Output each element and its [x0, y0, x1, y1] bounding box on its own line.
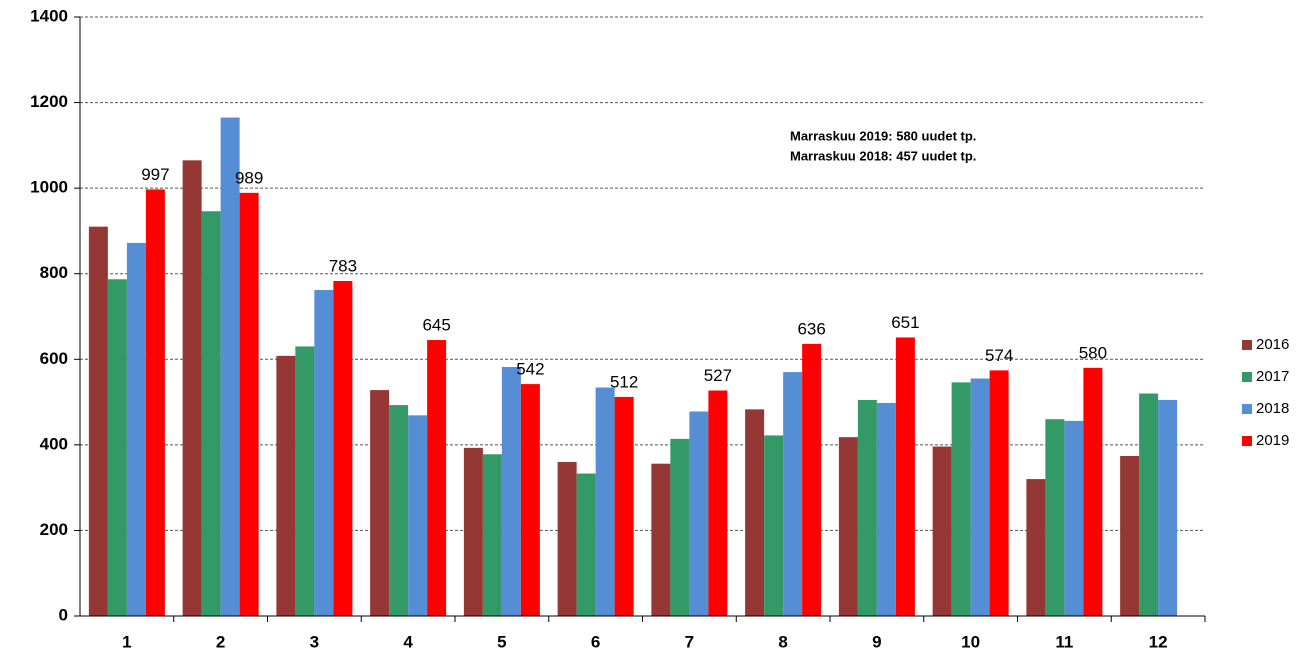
- legend-label: 2018: [1256, 400, 1289, 417]
- legend-swatch: [1242, 372, 1252, 382]
- legend-label: 2017: [1256, 368, 1289, 385]
- bar: [708, 390, 728, 616]
- bar: [520, 384, 540, 616]
- y-tick-label: 800: [40, 263, 68, 282]
- bar: [482, 454, 502, 616]
- bar: [951, 382, 971, 616]
- x-tick-label: 9: [872, 632, 881, 651]
- y-tick-label: 1400: [30, 6, 68, 25]
- x-tick-label: 10: [961, 632, 980, 651]
- bar: [595, 387, 615, 616]
- bar: [745, 409, 765, 616]
- bar: [201, 211, 221, 617]
- bar: [614, 396, 634, 616]
- legend-swatch: [1242, 404, 1252, 414]
- bar: [370, 390, 390, 616]
- value-label: 542: [516, 360, 544, 379]
- value-label: 580: [1079, 343, 1107, 362]
- bar: [1120, 455, 1140, 616]
- bar: [295, 346, 315, 616]
- x-tick-label: 2: [216, 632, 225, 651]
- bar: [876, 402, 896, 616]
- bar: [107, 279, 127, 616]
- bar: [501, 366, 521, 616]
- x-tick-label: 8: [778, 632, 787, 651]
- y-tick-label: 0: [59, 605, 68, 624]
- x-tick-label: 5: [497, 632, 506, 651]
- bar: [88, 226, 108, 616]
- bar: [895, 337, 915, 616]
- annotation: Marraskuu 2018: 457 uudet tp.: [790, 148, 976, 163]
- y-tick-label: 1200: [30, 92, 68, 111]
- bar: [126, 242, 146, 616]
- annotation: Marraskuu 2019: 580 uudet tp.: [790, 128, 976, 143]
- bar: [689, 411, 709, 616]
- value-label: 783: [329, 256, 357, 275]
- value-label: 645: [422, 316, 450, 335]
- value-label: 997: [141, 165, 169, 184]
- x-tick-label: 4: [403, 632, 413, 651]
- y-tick-label: 400: [40, 434, 68, 453]
- bar: [576, 473, 596, 616]
- bar: [182, 160, 202, 616]
- bar: [314, 289, 334, 616]
- legend-swatch: [1242, 436, 1252, 446]
- bar: [970, 378, 990, 616]
- value-label: 512: [610, 372, 638, 391]
- value-label: 651: [891, 313, 919, 332]
- value-label: 636: [797, 319, 825, 338]
- bar: [463, 447, 483, 616]
- bar: [764, 435, 784, 616]
- bar: [651, 463, 671, 616]
- y-tick-label: 600: [40, 349, 68, 368]
- bar: [1064, 420, 1084, 616]
- bar: [932, 446, 952, 616]
- bar: [783, 372, 803, 616]
- bar: [557, 461, 577, 616]
- bar: [220, 117, 240, 617]
- bar: [838, 437, 858, 616]
- bar: [1158, 399, 1178, 616]
- x-tick-label: 6: [591, 632, 600, 651]
- bar: [1139, 393, 1159, 616]
- bar: [408, 415, 428, 616]
- bar: [802, 343, 822, 616]
- x-tick-label: 7: [685, 632, 694, 651]
- legend-swatch: [1242, 340, 1252, 350]
- bar: [427, 340, 447, 616]
- legend-label: 2019: [1256, 432, 1289, 449]
- value-label: 989: [235, 168, 263, 187]
- legend-label: 2016: [1256, 336, 1289, 353]
- x-tick-label: 11: [1055, 632, 1073, 651]
- value-label: 527: [704, 366, 732, 385]
- x-tick-label: 12: [1149, 632, 1168, 651]
- x-tick-label: 1: [122, 632, 131, 651]
- bar: [1045, 419, 1065, 616]
- bar: [1026, 479, 1046, 616]
- bar: [1083, 367, 1103, 616]
- value-label: 574: [985, 346, 1013, 365]
- bar: [333, 280, 353, 616]
- bar: [389, 405, 409, 616]
- bar: [857, 399, 877, 616]
- bar: [670, 438, 690, 616]
- bar: [239, 192, 259, 616]
- y-tick-label: 1000: [30, 178, 68, 197]
- x-tick-label: 3: [310, 632, 319, 651]
- bar: [276, 355, 296, 616]
- bar: [989, 370, 1009, 616]
- y-tick-label: 200: [40, 520, 68, 539]
- bar: [145, 189, 165, 616]
